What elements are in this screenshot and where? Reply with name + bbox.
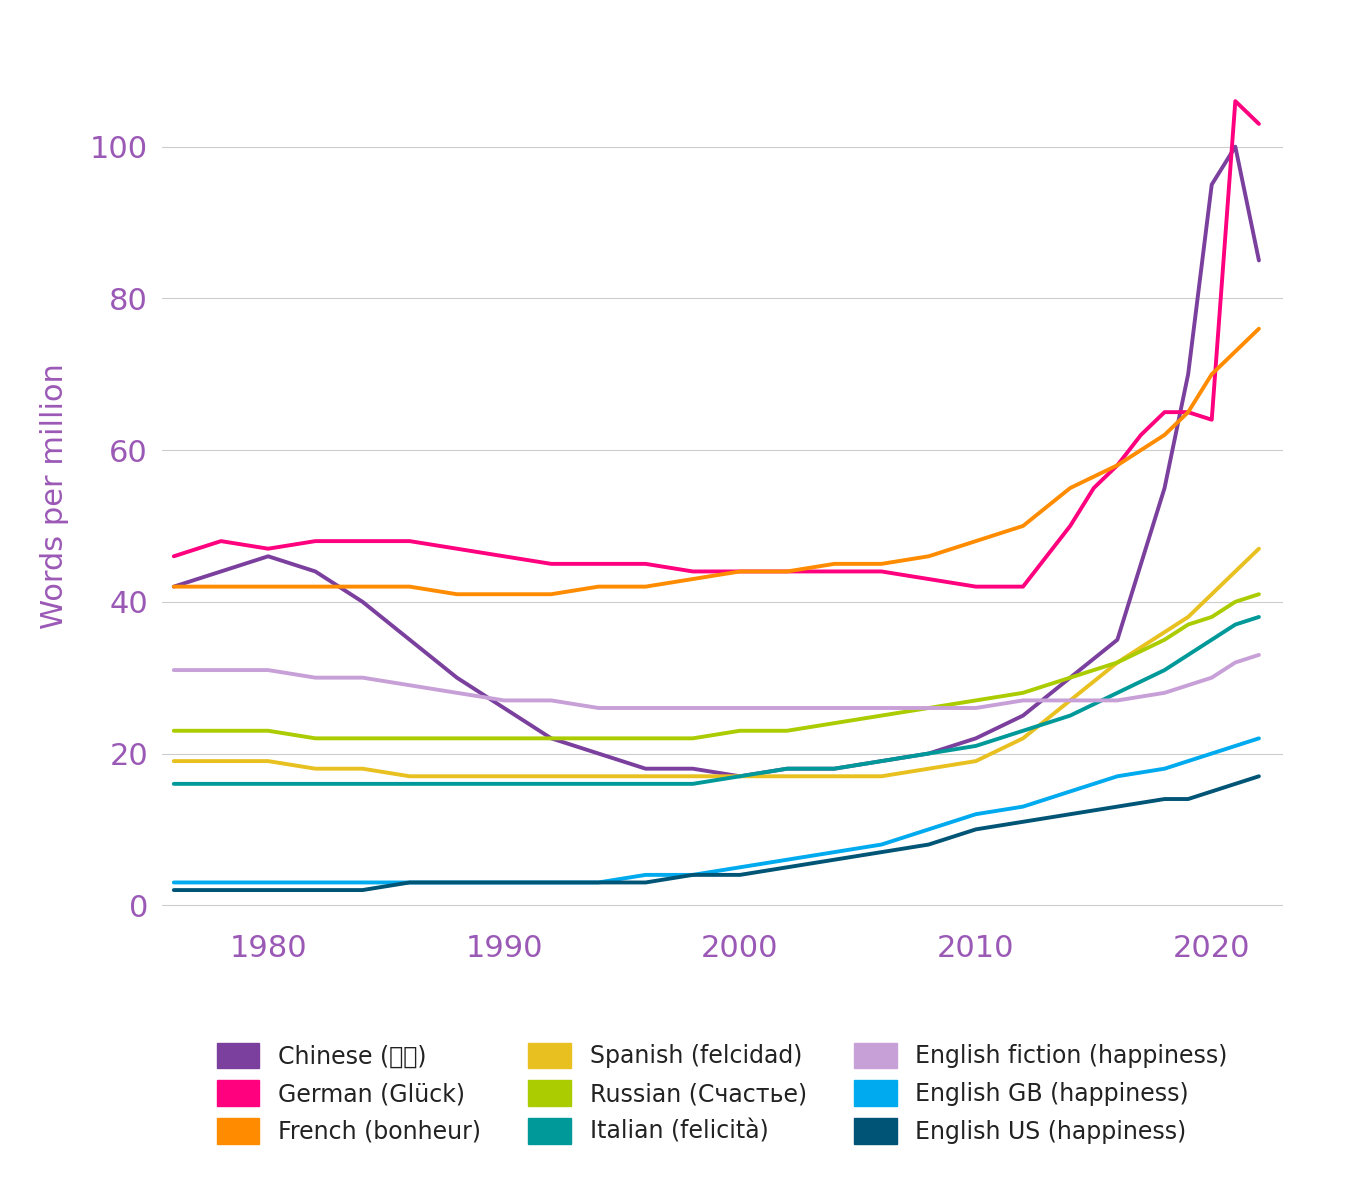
Legend: Chinese (幸福), German (Glück), French (bonheur), Spanish (felcidad), Russian (Сча: Chinese (幸福), German (Glück), French (bo… — [217, 1043, 1227, 1143]
Y-axis label: Words per million: Words per million — [40, 362, 69, 629]
